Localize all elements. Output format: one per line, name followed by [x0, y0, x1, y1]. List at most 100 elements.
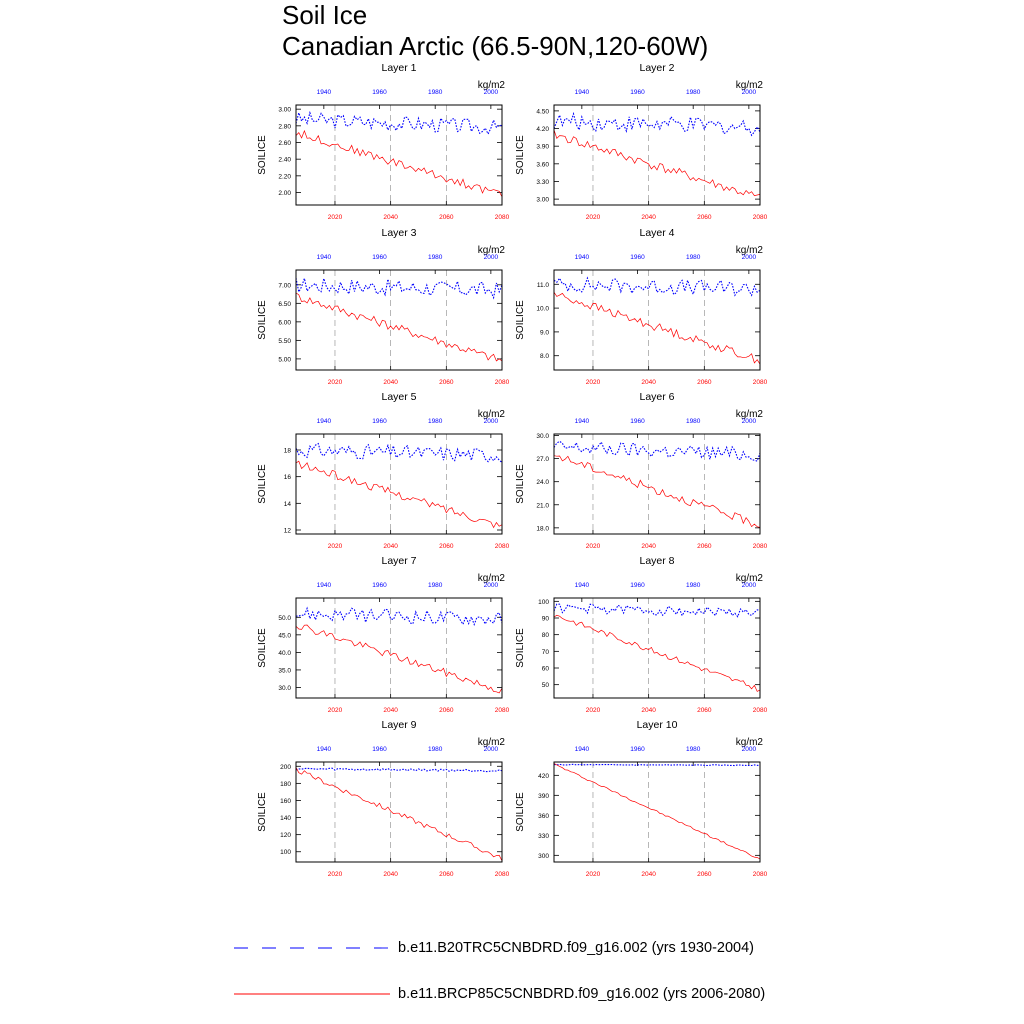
layer-10-ytick-label: 330 — [538, 833, 549, 840]
layer-7-ytick-label: 35.0 — [278, 667, 291, 674]
layer-8-bottom-tick-label: 2040 — [641, 707, 656, 714]
layer-7-units: kg/m2 — [478, 573, 506, 584]
layer-2-ylabel: SOILICE — [515, 135, 526, 175]
layer-9-title: Layer 9 — [381, 719, 416, 731]
layer-10-title: Layer 10 — [637, 719, 678, 731]
layer-1-top-tick-label: 2000 — [484, 89, 499, 96]
layer-1-bottom-tick-label: 2020 — [328, 214, 343, 221]
layer-10-series-historical — [553, 763, 761, 767]
layer-4-frame — [553, 269, 761, 371]
layer-3-bottom-tick-label: 2060 — [439, 379, 454, 386]
layer-6-frame — [553, 433, 761, 535]
layer-4-bottom-tick-label: 2080 — [753, 379, 768, 386]
figure-title: Soil Ice — [282, 0, 368, 30]
layer-1-ytick-label: 3.00 — [278, 107, 291, 114]
layer-10-units: kg/m2 — [736, 737, 764, 748]
layer-1-ytick-label: 2.60 — [278, 140, 291, 147]
layer-4-top-tick-label: 1960 — [630, 254, 645, 261]
layer-2-bottom-tick-label: 2040 — [641, 214, 656, 221]
layer-7-ytick-label: 40.0 — [278, 650, 291, 657]
layer-5-bottom-tick-label: 2060 — [439, 543, 454, 550]
layer-3-bottom-tick-label: 2020 — [328, 379, 343, 386]
layer-2-ytick-label: 3.90 — [536, 144, 549, 151]
layer-2-bottom-tick-label: 2020 — [586, 214, 601, 221]
layer-2-title: Layer 2 — [639, 62, 674, 74]
layer-8-bottom-tick-label: 2080 — [753, 707, 768, 714]
layer-1-bottom-tick-label: 2040 — [383, 214, 398, 221]
layer-6-ytick-label: 27.0 — [536, 456, 549, 463]
layer-4-ytick-label: 8.0 — [540, 353, 549, 360]
layer-8-ytick-label: 80 — [542, 632, 550, 639]
layer-5-ytick-label: 12 — [284, 528, 292, 535]
layer-7-series-future — [295, 624, 503, 694]
layer-1-ytick-label: 2.00 — [278, 190, 291, 197]
layer-1-title: Layer 1 — [381, 62, 416, 74]
layer-8-units: kg/m2 — [736, 573, 764, 584]
layer-9-ytick-label: 160 — [280, 798, 291, 805]
layer-8-top-tick-label: 2000 — [742, 582, 757, 589]
layer-7-frame — [295, 597, 503, 699]
layer-8-bottom-tick-label: 2060 — [697, 707, 712, 714]
layer-3-frame — [295, 269, 503, 371]
layer-2-frame — [553, 104, 761, 206]
layer-4-top-tick-label: 2000 — [742, 254, 757, 261]
layer-9-units: kg/m2 — [478, 737, 506, 748]
layer-4-top-tick-label: 1980 — [686, 254, 701, 261]
layer-10-bottom-tick-label: 2080 — [753, 871, 768, 878]
layer-7-top-tick-label: 1940 — [317, 582, 332, 589]
layer-9-top-tick-label: 1980 — [428, 746, 443, 753]
layer-6-bottom-tick-label: 2040 — [641, 543, 656, 550]
layer-4-series-historical — [553, 276, 761, 297]
layer-2-top-tick-label: 1940 — [575, 89, 590, 96]
layer-6-bottom-tick-label: 2060 — [697, 543, 712, 550]
layer-6-top-tick-label: 1940 — [575, 418, 590, 425]
layer-7-bottom-tick-label: 2040 — [383, 707, 398, 714]
layer-6-series-future — [553, 455, 761, 528]
layer-8-top-tick-label: 1960 — [630, 582, 645, 589]
layer-8-series-future — [553, 614, 761, 692]
layer-6-ytick-label: 30.0 — [536, 433, 549, 440]
layer-10-ytick-label: 390 — [538, 793, 549, 800]
layer-9-bottom-tick-label: 2020 — [328, 871, 343, 878]
layer-4-bottom-tick-label: 2060 — [697, 379, 712, 386]
layer-1-ylabel: SOILICE — [257, 135, 268, 175]
layer-3-top-tick-label: 1960 — [372, 254, 387, 261]
layer-1-bottom-tick-label: 2080 — [495, 214, 510, 221]
layer-9-ytick-label: 180 — [280, 781, 291, 788]
layer-10-series-future — [553, 763, 761, 860]
layer-9-ytick-label: 120 — [280, 832, 291, 839]
layer-3-series-historical — [295, 276, 503, 300]
layer-6-bottom-tick-label: 2020 — [586, 543, 601, 550]
layer-4-bottom-tick-label: 2020 — [586, 379, 601, 386]
layer-3-top-tick-label: 1980 — [428, 254, 443, 261]
layer-10-top-tick-label: 1980 — [686, 746, 701, 753]
layer-10-ylabel: SOILICE — [515, 792, 526, 832]
layer-6-top-tick-label: 1960 — [630, 418, 645, 425]
layer-10-ytick-label: 420 — [538, 773, 549, 780]
layer-1-series-historical — [295, 110, 503, 136]
layer-1-bottom-tick-label: 2060 — [439, 214, 454, 221]
layer-3-series-future — [295, 292, 503, 362]
layer-1-ytick-label: 2.40 — [278, 157, 291, 164]
layer-10-frame — [553, 761, 761, 863]
layer-8-top-tick-label: 1980 — [686, 582, 701, 589]
layer-3-ytick-label: 5.00 — [278, 356, 291, 363]
layer-5-units: kg/m2 — [478, 409, 506, 420]
layer-2-units: kg/m2 — [736, 80, 764, 91]
layer-9-ytick-label: 200 — [280, 764, 291, 771]
layer-6-top-tick-label: 2000 — [742, 418, 757, 425]
layer-6-ytick-label: 24.0 — [536, 479, 549, 486]
layer-10-bottom-tick-label: 2040 — [641, 871, 656, 878]
layer-1-ytick-label: 2.80 — [278, 123, 291, 130]
layer-9-ytick-label: 140 — [280, 815, 291, 822]
layer-9-top-tick-label: 1960 — [372, 746, 387, 753]
layer-10-top-tick-label: 1960 — [630, 746, 645, 753]
layer-2-bottom-tick-label: 2080 — [753, 214, 768, 221]
layer-5-frame — [295, 433, 503, 535]
layer-5-series-future — [295, 460, 503, 529]
figure-subtitle: Canadian Arctic (66.5-90N,120-60W) — [282, 31, 709, 61]
legend-future-line — [234, 993, 390, 995]
layer-2-top-tick-label: 1980 — [686, 89, 701, 96]
layer-5-ylabel: SOILICE — [257, 464, 268, 504]
